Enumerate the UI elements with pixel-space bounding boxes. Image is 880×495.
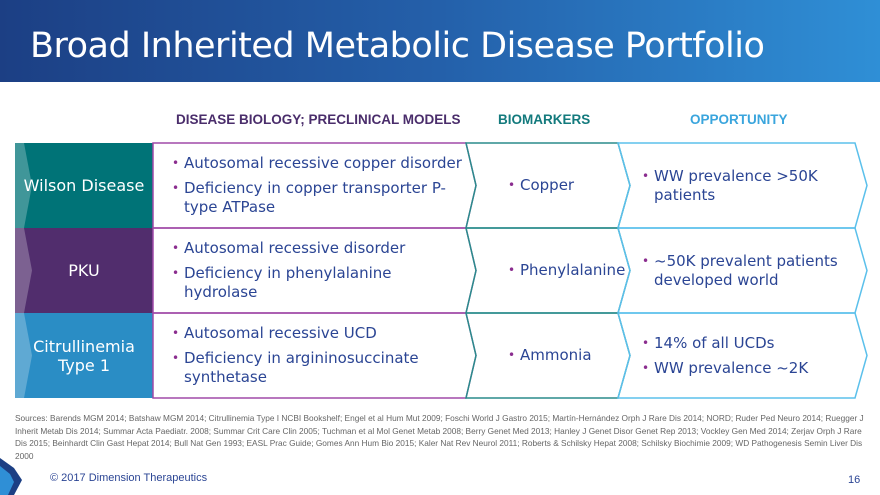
row-label-line: Wilson Disease xyxy=(23,176,145,195)
biology-list: Autosomal recessive UCD Deficiency in arg… xyxy=(172,324,462,393)
biology-list: Autosomal recessive disorder Deficiency i… xyxy=(172,239,462,308)
opportunity-bullet: WW prevalence >50K patients xyxy=(642,167,857,205)
row-label-line: PKU xyxy=(68,261,100,280)
header-biology: DISEASE BIOLOGY; PRECLINICAL MODELS xyxy=(176,112,461,127)
biomarkers-list: Phenylalanine xyxy=(508,261,625,286)
row-label-chevron xyxy=(15,313,32,398)
biology-bullet: Autosomal recessive copper disorder xyxy=(172,154,462,173)
header-opportunity: OPPORTUNITY xyxy=(690,112,788,127)
opportunity-bullet: WW prevalence ~2K xyxy=(642,359,857,378)
opportunity-list: ~50K prevalent patients developed world xyxy=(642,252,857,296)
slide-title: Broad Inherited Metabolic Disease Portfo… xyxy=(30,26,765,66)
biology-bullet: Autosomal recessive UCD xyxy=(172,324,462,343)
biology-bullet: Deficiency in argininosuccinate syntheta… xyxy=(172,349,462,387)
row-label-line: Citrullinemia xyxy=(33,336,135,356)
biomarkers-list: Copper xyxy=(508,176,618,201)
biology-list: Autosomal recessive copper disorder Defic… xyxy=(172,154,462,223)
row-label-box xyxy=(15,228,153,313)
dimension-logo-icon xyxy=(0,458,22,495)
opportunity-list: WW prevalence >50K patients xyxy=(642,167,857,211)
opportunity-list: 14% of all UCDs WW prevalence ~2K xyxy=(642,334,857,384)
row-label: Wilson Disease xyxy=(15,143,153,228)
opportunity-bullet: ~50K prevalent patients developed world xyxy=(642,252,857,290)
row-label-line: Type 1 xyxy=(57,355,110,375)
row-label-chevron xyxy=(15,143,32,228)
biomarkers-bullet: Copper xyxy=(508,176,618,195)
sources-text: Sources: Barends MGM 2014; Batshaw MGM 2… xyxy=(15,413,864,461)
page-number: 16 xyxy=(848,474,861,486)
row-label: PKU xyxy=(15,228,153,313)
biology-bullet: Autosomal recessive disorder xyxy=(172,239,462,258)
title-band xyxy=(0,0,880,82)
row-label-box xyxy=(15,143,153,228)
row-label-chevron xyxy=(15,228,32,313)
copyright: © 2017 Dimension Therapeutics xyxy=(50,472,208,484)
row-label-box xyxy=(15,313,153,398)
biomarkers-bullet: Phenylalanine xyxy=(508,261,625,280)
opportunity-cell xyxy=(617,312,868,399)
row-label: Citrullinemia Type 1 xyxy=(15,313,153,398)
opportunity-bullet: 14% of all UCDs xyxy=(642,334,857,353)
biomarkers-bullet: Ammonia xyxy=(508,346,618,365)
biology-bullet: Deficiency in copper transporter P-type … xyxy=(172,179,462,217)
biomarkers-list: Ammonia xyxy=(508,346,618,371)
header-biomarkers: BIOMARKERS xyxy=(498,112,591,127)
biology-bullet: Deficiency in phenylalanine hydrolase xyxy=(172,264,462,302)
